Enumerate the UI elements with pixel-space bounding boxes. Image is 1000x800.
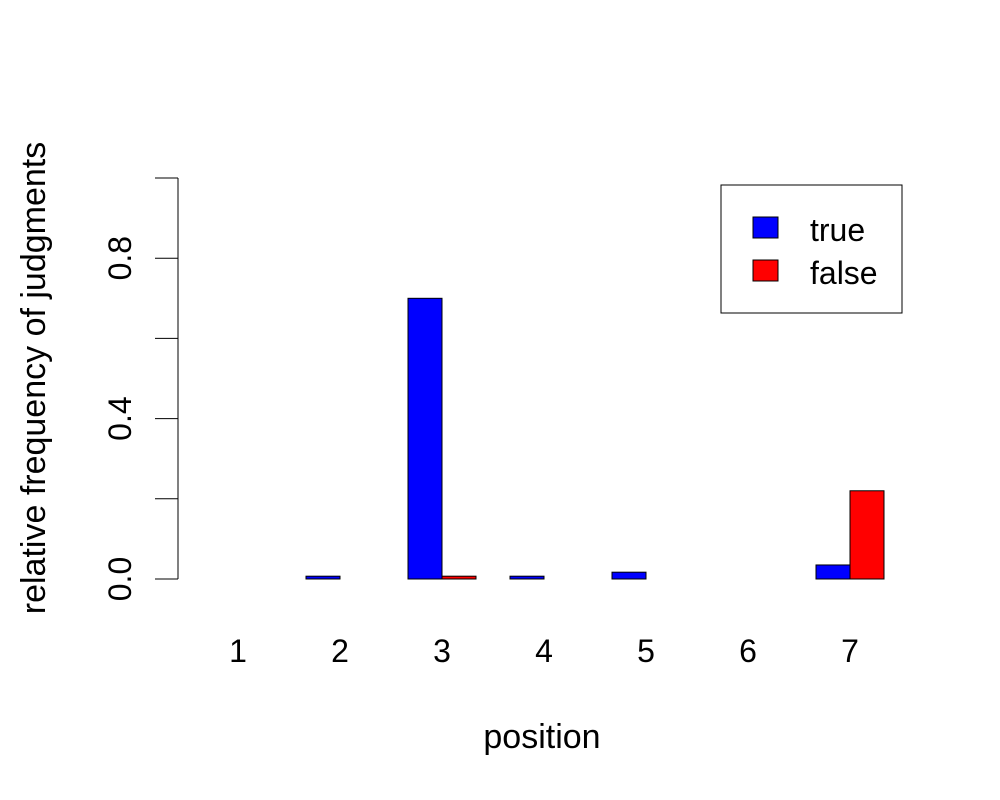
- y-tick-label: 0.0: [102, 557, 138, 601]
- bar-true-2: [305, 575, 341, 580]
- x-tick-label: 4: [535, 633, 553, 669]
- bar-true-7: [815, 564, 851, 580]
- legend-box: [720, 184, 903, 314]
- bar-true-5: [611, 571, 647, 580]
- legend-label-false: false: [810, 255, 878, 291]
- legend-swatch-true: [752, 216, 779, 239]
- y-tick-label: 0.4: [102, 396, 138, 440]
- y-tick-label: 0.8: [102, 236, 138, 280]
- legend: true false: [720, 184, 903, 314]
- bar-false-3: [441, 575, 477, 580]
- y-axis: 0.0 0.4 0.8: [102, 177, 179, 601]
- y-axis-label: relative frequency of judgments: [15, 142, 53, 614]
- x-tick-labels: 1 2 3 4 5 6 7: [229, 633, 859, 669]
- x-tick-label: 6: [739, 633, 757, 669]
- x-tick-label: 2: [331, 633, 349, 669]
- x-axis-label: position: [483, 718, 600, 756]
- legend-label-true: true: [810, 212, 865, 248]
- x-tick-label: 7: [841, 633, 859, 669]
- bar-true-3: [407, 297, 443, 580]
- x-tick-label: 5: [637, 633, 655, 669]
- bar-false-7: [849, 490, 885, 580]
- x-tick-label: 1: [229, 633, 247, 669]
- bar-true-4: [509, 575, 545, 580]
- legend-swatch-false: [752, 259, 779, 282]
- bars-group: [305, 297, 885, 580]
- x-tick-label: 3: [433, 633, 451, 669]
